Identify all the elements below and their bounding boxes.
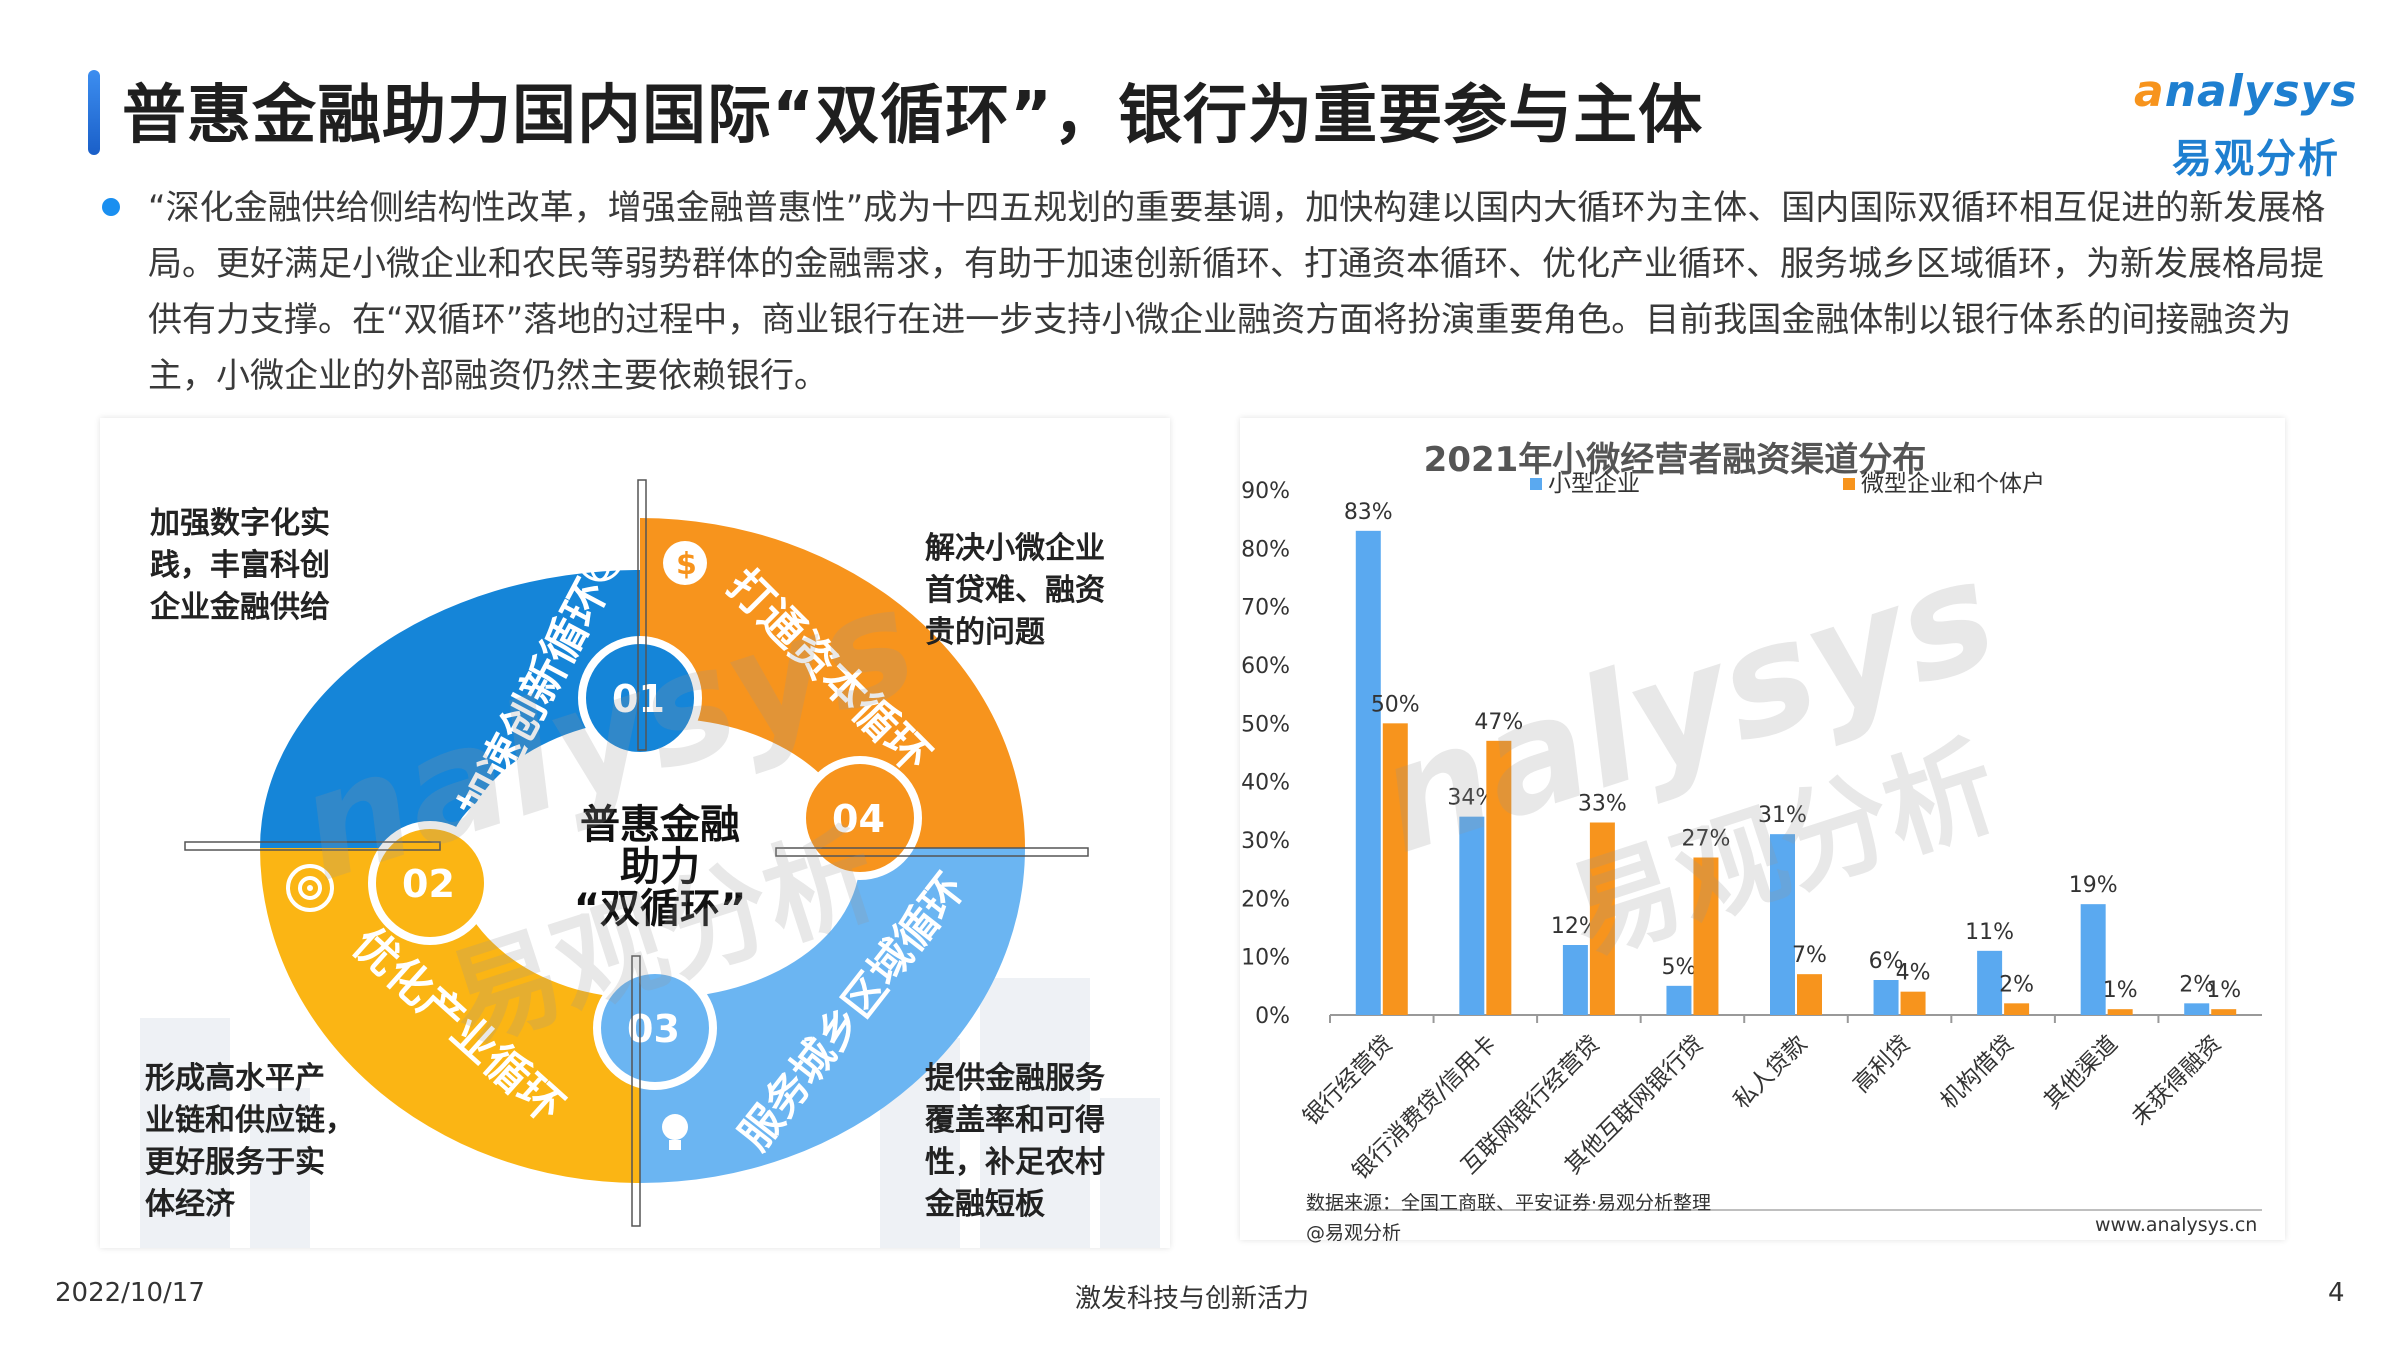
center-title-line3: “双循环” bbox=[574, 886, 747, 932]
chart-website: www.analysys.cn bbox=[2095, 1214, 2258, 1236]
corner-text-top-left: 加强数字化实 践，丰富科创 企业金融供给 bbox=[150, 503, 330, 629]
corner-line: 更好服务于实 bbox=[145, 1145, 325, 1180]
corner-line: 业链和供应链， bbox=[145, 1103, 355, 1138]
skyline-building bbox=[250, 1088, 310, 1248]
badge-03 bbox=[593, 966, 717, 1090]
corner-line: 覆盖率和可得 bbox=[925, 1103, 1105, 1138]
analysys-logo: analysys 易观分析 bbox=[2120, 58, 2360, 182]
segment-01-arc bbox=[260, 570, 640, 848]
footer-date: 2022/10/17 bbox=[55, 1278, 205, 1308]
logo-accent-letter: a bbox=[2134, 66, 2165, 117]
cycle-diagram: 01 02 03 04 加速创新循环 打通资本循环 优化产业循环 服务城乡区域循… bbox=[184, 479, 1089, 1227]
skyline-building bbox=[1100, 1098, 1160, 1248]
logo-chinese: 易观分析 bbox=[2172, 136, 2340, 182]
svg-text:$: $ bbox=[676, 547, 697, 582]
skyline-building bbox=[980, 978, 1090, 1248]
title-accent-bar bbox=[88, 70, 100, 155]
segment-03-arc bbox=[640, 848, 1025, 1183]
chart-source: 数据来源：全国工商联、平安证券·易观分析整理 bbox=[1306, 1192, 1712, 1214]
corner-line: 践，丰富科创 bbox=[150, 548, 330, 583]
corner-line: 性，补足农村 bbox=[925, 1145, 1105, 1180]
segment-02-arc bbox=[260, 848, 640, 1183]
logo-wordmark-text: nalysys bbox=[2164, 66, 2358, 117]
corner-text-bottom-left: 形成高水平产 业链和供应链， 更好服务于实 体经济 bbox=[145, 1058, 355, 1226]
corner-line: 首贷难、融资 bbox=[925, 573, 1105, 608]
badge-02-number: 02 bbox=[402, 862, 455, 906]
cycle-diagram-panel: 01 02 03 04 加速创新循环 打通资本循环 优化产业循环 服务城乡区域循… bbox=[100, 418, 1170, 1248]
lightbulb-icon bbox=[662, 1114, 688, 1150]
corner-line: 企业金融供给 bbox=[150, 590, 330, 625]
divider-bottom bbox=[631, 955, 641, 1227]
footer-tagline: 激发科技与创新活力 bbox=[1075, 1284, 1310, 1314]
badge-02 bbox=[368, 821, 492, 945]
chart-title: 2021年小微经营者融资渠道分布 bbox=[1423, 440, 1927, 480]
badge-04-number: 04 bbox=[832, 797, 885, 841]
badge-01 bbox=[578, 636, 702, 760]
intro-paragraph: “深化金融供给侧结构性改革，增强金融普惠性”成为十四五规划的重要基调，加快构建以… bbox=[148, 188, 2326, 396]
corner-line: 金融短板 bbox=[925, 1187, 1045, 1222]
badge-04 bbox=[798, 756, 922, 880]
center-title-line1: 普惠金融 bbox=[580, 802, 740, 848]
divider-right bbox=[775, 847, 1089, 857]
badge-03-number: 03 bbox=[627, 1007, 680, 1051]
logo-wordmark: analysys bbox=[2134, 66, 2358, 117]
coin-icon: $ bbox=[663, 541, 707, 585]
corner-line: 形成高水平产 bbox=[145, 1061, 325, 1096]
chart-panel bbox=[1240, 418, 2285, 1240]
corner-line: 加强数字化实 bbox=[150, 506, 330, 541]
corner-line: 贵的问题 bbox=[925, 615, 1045, 650]
divider-top bbox=[637, 479, 647, 751]
bullet-icon bbox=[102, 198, 120, 216]
center-title-line2: 助力 bbox=[620, 844, 700, 890]
corner-text-top-right: 解决小微企业 首贷难、融资 贵的问题 bbox=[925, 528, 1105, 654]
chart-credit: @易观分析 bbox=[1306, 1222, 1402, 1244]
corner-text-bottom-right: 提供金融服务 覆盖率和可得 性，补足农村 金融短板 bbox=[925, 1058, 1105, 1226]
corner-line: 体经济 bbox=[145, 1187, 235, 1222]
page-title: 普惠金融助力国内国际“双循环”，银行为重要参与主体 bbox=[122, 79, 1704, 153]
corner-line: 解决小微企业 bbox=[925, 531, 1105, 566]
page-number: 4 bbox=[2328, 1278, 2345, 1308]
center-circle bbox=[460, 718, 860, 998]
globe-icon bbox=[576, 534, 624, 582]
divider-left bbox=[184, 841, 441, 851]
corner-line: 提供金融服务 bbox=[925, 1061, 1105, 1096]
target-icon bbox=[286, 864, 334, 912]
skyline-building bbox=[140, 1018, 230, 1248]
